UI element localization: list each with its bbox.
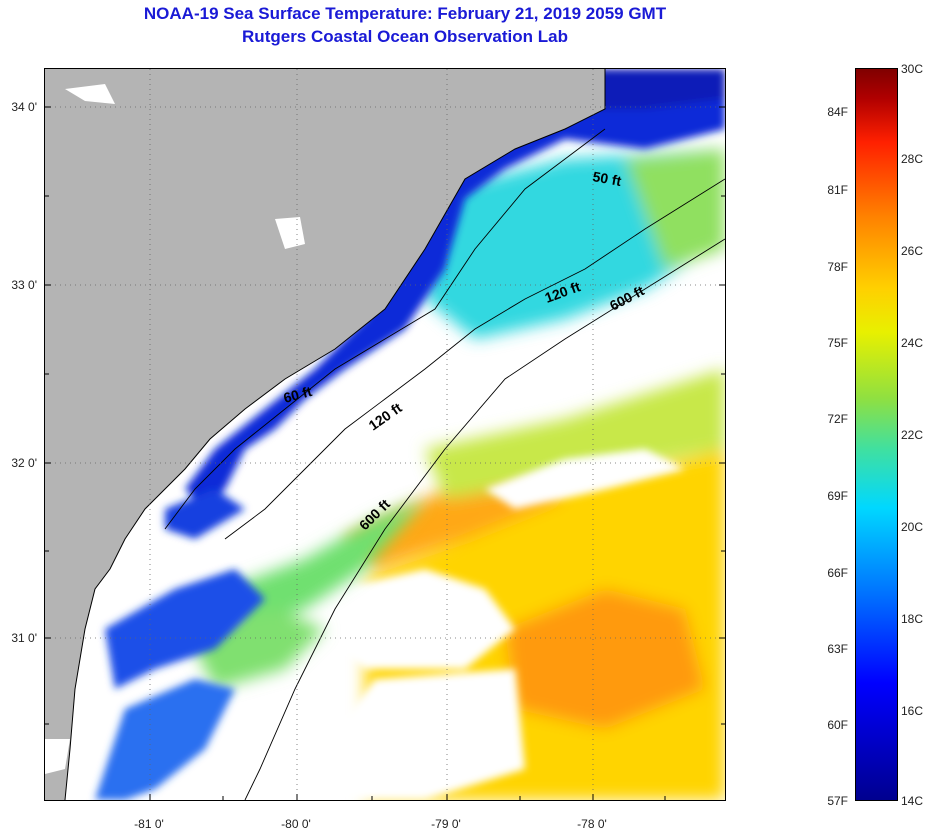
- colorbar-c-label: 14C: [901, 794, 924, 808]
- colorbar-f-label: 69F: [827, 489, 848, 503]
- isobath-contours: [164, 128, 725, 800]
- sst-map: 50 ft 120 ft 600 ft 60 ft 120 ft 600 ft: [44, 68, 726, 801]
- axis-ticks: [45, 106, 725, 800]
- colorbar-f-label: 63F: [827, 642, 848, 656]
- cloud-on-land: [65, 84, 115, 104]
- lat-label-34: 34 0': [11, 100, 37, 114]
- colorbar-f-label: 84F: [827, 105, 848, 119]
- lat-label-31: 31 0': [11, 631, 37, 645]
- lat-label-32: 32 0': [11, 456, 37, 470]
- colorbar-c-label: 24C: [901, 336, 924, 350]
- lat-label-33: 33 0': [11, 278, 37, 292]
- colorbar-f-label: 60F: [827, 718, 848, 732]
- colorbar-c-label: 28C: [901, 152, 924, 166]
- colorbar-c-label: 22C: [901, 428, 924, 442]
- colorbar-f-label: 66F: [827, 566, 848, 580]
- map-subtitle: Rutgers Coastal Ocean Observation Lab: [242, 27, 568, 46]
- graticule: [45, 69, 725, 800]
- lon-label-79: -79 0': [431, 817, 461, 831]
- colorbar-c-label: 26C: [901, 244, 924, 258]
- sst-map-canvas: 50 ft 120 ft 600 ft 60 ft 120 ft 600 ft: [45, 69, 725, 800]
- isobath-label-50ft: 50 ft: [591, 168, 622, 189]
- colorbar-c-label: 20C: [901, 520, 924, 534]
- shoreline: [64, 69, 606, 800]
- cloud-on-land: [45, 739, 70, 774]
- colorbar-f-label: 57F: [827, 794, 848, 808]
- lon-label-81: -81 0': [134, 817, 164, 831]
- isobath-label-60ft: 60 ft: [282, 383, 314, 406]
- shelf-water: [185, 149, 725, 689]
- cloud-on-land: [275, 217, 305, 249]
- lon-label-80: -80 0': [281, 817, 311, 831]
- colorbar-f-label: 72F: [827, 412, 848, 426]
- colorbar-f-label: 81F: [827, 183, 848, 197]
- lon-label-78: -78 0': [577, 817, 607, 831]
- temperature-colorbar: [855, 68, 898, 801]
- colorbar-c-label: 16C: [901, 704, 924, 718]
- map-title: NOAA-19 Sea Surface Temperature: Februar…: [143, 4, 667, 23]
- colorbar-c-label: 30C: [901, 62, 924, 76]
- land-mass: [45, 69, 605, 800]
- colorbar-c-label: 18C: [901, 612, 924, 626]
- colorbar-f-label: 75F: [827, 336, 848, 350]
- colorbar-f-label: 78F: [827, 260, 848, 274]
